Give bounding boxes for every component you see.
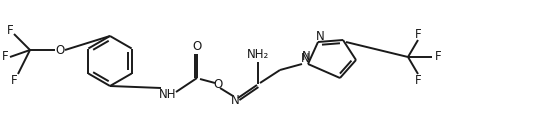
Text: O: O	[192, 40, 201, 52]
Text: N: N	[316, 30, 324, 42]
Text: F: F	[415, 73, 422, 86]
Text: F: F	[2, 51, 8, 63]
Text: N: N	[301, 52, 309, 66]
Text: O: O	[55, 44, 64, 56]
Text: F: F	[415, 27, 422, 41]
Text: F: F	[434, 51, 441, 63]
Text: NH₂: NH₂	[247, 47, 269, 61]
Text: N: N	[302, 51, 310, 63]
Text: F: F	[6, 24, 13, 36]
Text: NH: NH	[159, 88, 177, 102]
Text: O: O	[213, 77, 223, 91]
Text: N: N	[230, 93, 240, 107]
Text: F: F	[11, 73, 17, 86]
